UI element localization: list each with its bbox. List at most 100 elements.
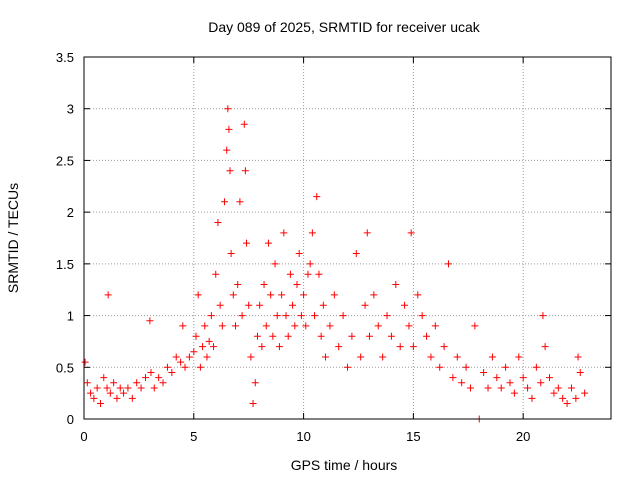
data-point — [100, 374, 108, 382]
data-point — [128, 394, 136, 402]
data-point — [306, 260, 314, 268]
data-point — [245, 301, 253, 309]
data-point — [278, 291, 286, 299]
data-point — [363, 229, 371, 237]
data-point — [471, 322, 479, 330]
x-tick-label: 10 — [296, 429, 310, 444]
data-point — [232, 322, 240, 330]
data-point — [190, 348, 198, 356]
data-point — [120, 389, 128, 397]
data-point — [532, 363, 540, 371]
data-point — [300, 291, 308, 299]
data-point — [203, 353, 211, 361]
data-point — [113, 394, 121, 402]
data-point — [330, 291, 338, 299]
data-point — [104, 291, 112, 299]
data-point — [396, 343, 404, 351]
data-point — [253, 332, 261, 340]
data-point — [431, 322, 439, 330]
data-point — [137, 384, 145, 392]
data-point — [269, 332, 277, 340]
data-point — [227, 250, 235, 258]
data-point — [546, 374, 554, 382]
data-point — [236, 198, 244, 206]
data-point — [581, 389, 589, 397]
y-tick-label: 1 — [67, 309, 74, 324]
data-point — [405, 322, 413, 330]
data-point — [502, 363, 510, 371]
grid-layer — [84, 57, 611, 419]
data-point — [150, 384, 158, 392]
data-point — [275, 343, 283, 351]
data-point — [194, 291, 202, 299]
y-tick-label: 2 — [67, 205, 74, 220]
data-point — [365, 332, 373, 340]
data-point — [488, 353, 496, 361]
data-point — [559, 394, 567, 402]
data-point — [361, 301, 369, 309]
data-point — [574, 353, 582, 361]
data-point — [185, 353, 193, 361]
data-point — [572, 394, 580, 402]
data-point — [313, 193, 321, 201]
data-point — [280, 229, 288, 237]
data-point — [168, 368, 176, 376]
data-point — [221, 198, 229, 206]
data-point — [344, 363, 351, 371]
data-point — [90, 394, 98, 402]
data-point — [293, 281, 301, 289]
data-point — [291, 322, 299, 330]
data-point — [466, 384, 474, 392]
data-point — [179, 322, 187, 330]
y-axis-label: SRMTID / TECUs — [5, 183, 21, 293]
data-point — [124, 384, 132, 392]
data-point — [192, 332, 200, 340]
data-point — [172, 353, 180, 361]
data-point — [229, 291, 237, 299]
data-point — [262, 322, 270, 330]
data-point — [264, 239, 272, 247]
data-point — [480, 368, 488, 376]
data-point — [449, 374, 457, 382]
data-point — [286, 270, 294, 278]
data-point — [528, 394, 536, 402]
data-point — [427, 353, 435, 361]
data-point — [537, 379, 545, 387]
data-point — [436, 363, 444, 371]
data-point — [155, 374, 163, 382]
data-point — [462, 363, 470, 371]
data-point — [519, 374, 527, 382]
data-point — [110, 379, 118, 387]
data-point — [326, 322, 334, 330]
data-point — [267, 291, 275, 299]
data-point — [238, 312, 246, 320]
data-point — [81, 358, 89, 366]
data-point — [567, 384, 575, 392]
data-point — [418, 312, 426, 320]
data-points — [81, 105, 589, 423]
x-tick-label: 0 — [80, 429, 87, 444]
data-point — [210, 343, 218, 351]
data-point — [554, 384, 562, 392]
data-point — [497, 384, 505, 392]
data-point — [214, 218, 222, 226]
data-point — [319, 301, 327, 309]
data-point — [103, 384, 111, 392]
data-point — [401, 301, 409, 309]
data-point — [563, 399, 571, 407]
data-point — [539, 312, 547, 320]
data-point — [335, 343, 343, 351]
chart-title: Day 089 of 2025, SRMTID for receiver uca… — [208, 19, 481, 35]
data-point — [576, 368, 584, 376]
data-point — [205, 337, 213, 345]
x-tick-label: 20 — [516, 429, 530, 444]
data-point — [445, 260, 453, 268]
data-point — [357, 353, 365, 361]
data-point — [440, 343, 448, 351]
data-point — [308, 229, 316, 237]
data-point — [352, 250, 360, 258]
data-point — [212, 270, 220, 278]
data-point — [484, 384, 492, 392]
data-point — [515, 353, 523, 361]
data-point — [196, 363, 204, 371]
